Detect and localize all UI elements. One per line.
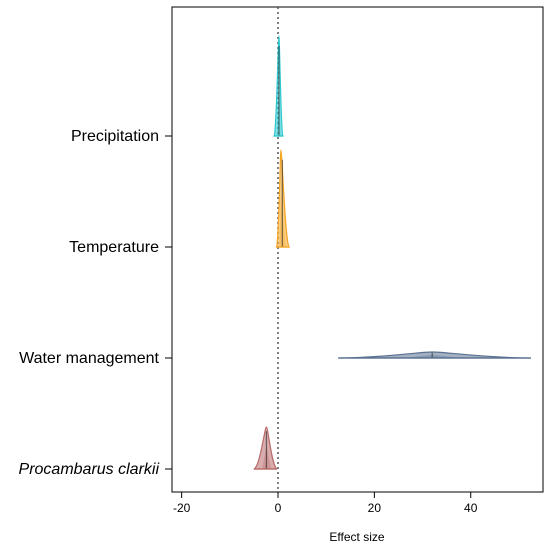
x-axis-label: Effect size bbox=[329, 530, 384, 544]
x-tick-label-40: 40 bbox=[464, 501, 478, 515]
ridges-group bbox=[253, 35, 531, 470]
ridge-precipitation bbox=[273, 35, 284, 137]
y-tick-label-water-management: Water management bbox=[19, 350, 159, 367]
x-axis: -20 0 20 40 bbox=[173, 492, 478, 515]
ridge-density-procambarus-clarkii bbox=[253, 426, 278, 470]
y-tick-label-temperature: Temperature bbox=[69, 239, 159, 256]
ridge-temperature bbox=[275, 149, 291, 248]
x-tick-label--20: -20 bbox=[173, 501, 191, 515]
x-tick-label-0: 0 bbox=[275, 501, 282, 515]
x-tick-label-20: 20 bbox=[368, 501, 382, 515]
y-tick-label-procambarus-clarkii: Procambarus clarkii bbox=[19, 461, 160, 478]
plot-frame bbox=[171, 6, 544, 493]
y-tick-label-precipitation: Precipitation bbox=[71, 128, 159, 145]
ridge-density-water-management bbox=[338, 351, 531, 359]
ridge-water-management bbox=[338, 351, 531, 359]
y-axis: Precipitation Temperature Water management… bbox=[19, 128, 172, 478]
ridge-procambarus-clarkii bbox=[253, 426, 278, 470]
